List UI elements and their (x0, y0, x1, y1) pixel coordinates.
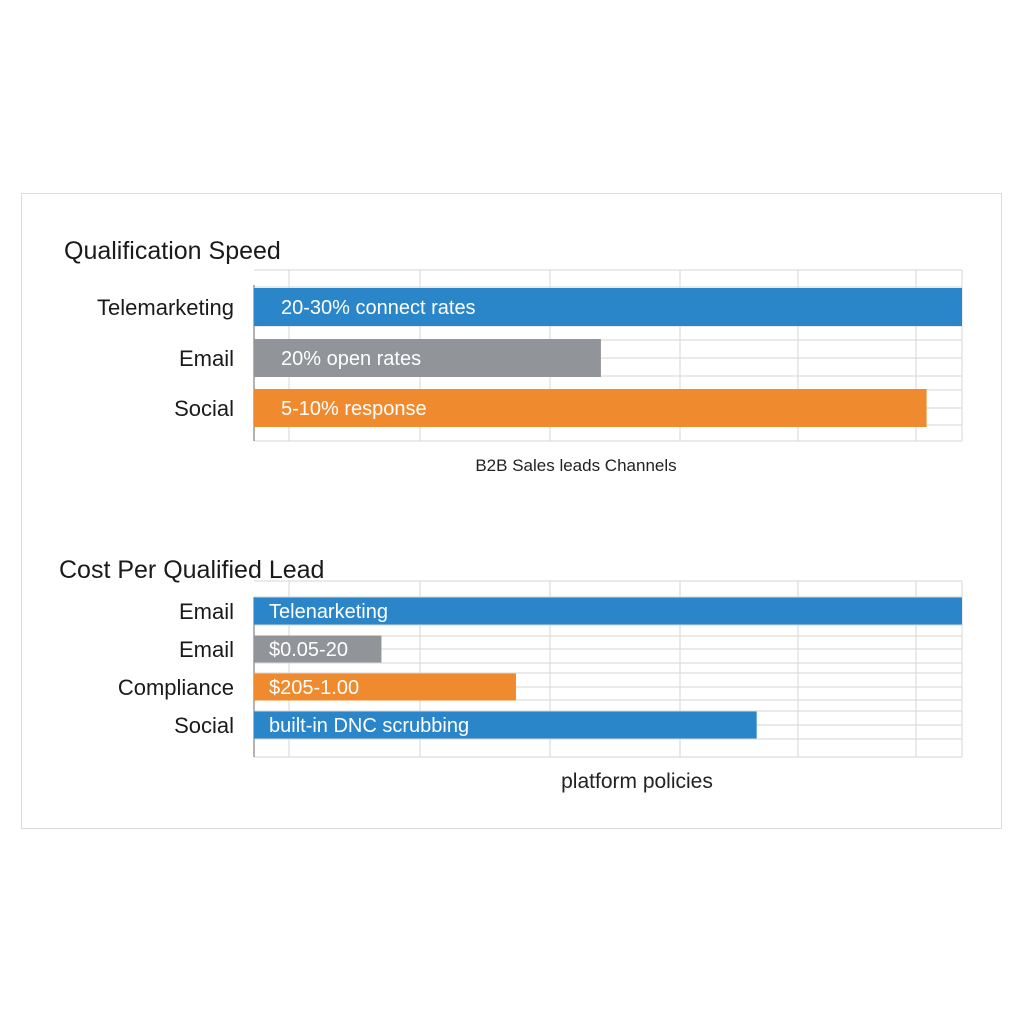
x-axis-label: B2B Sales leads Channels (475, 456, 676, 475)
bar-label: $0.05-20 (269, 639, 348, 661)
category-label: Email (179, 346, 234, 371)
category-labels: Email Email Compliance Social (118, 599, 234, 738)
chart-qualification-speed: Qualification Speed 20-30% connect rates… (64, 237, 963, 475)
bar (254, 597, 962, 625)
bar (254, 673, 516, 701)
category-label: Email (179, 637, 234, 662)
bar (254, 635, 382, 663)
bar (254, 288, 962, 326)
bar-label: Telenarketing (269, 601, 388, 623)
bar (254, 711, 757, 739)
bars: 20-30% connect rates 20% open rates 5-10% … (254, 288, 962, 427)
x-axis-label: platform policies (561, 770, 713, 793)
category-label: Social (174, 396, 234, 421)
bar-label: 5-10% response (281, 398, 427, 420)
bar-label: 20% open rates (281, 348, 421, 370)
bar-label: $205-1.00 (269, 677, 359, 699)
chart-title: Cost Per Qualified Lead (59, 556, 324, 584)
category-labels: Telemarketing Email Social (97, 295, 234, 421)
bar (254, 339, 601, 377)
bar (254, 389, 927, 427)
category-label: Compliance (118, 675, 234, 700)
bar-label: 20-30% connect rates (281, 297, 476, 319)
category-label: Email (179, 599, 234, 624)
category-label: Telemarketing (97, 295, 234, 320)
category-label: Social (174, 713, 234, 738)
bars: Telenarketing $0.05-20 $205-1.00 built-in D… (254, 597, 962, 739)
bar-label: built-in DNC scrubbing (269, 715, 469, 737)
chart-cost-per-qualified-lead: Cost Per Qualified Lead Telenarketing $0.… (59, 556, 963, 793)
chart-title: Qualification Speed (64, 237, 281, 265)
